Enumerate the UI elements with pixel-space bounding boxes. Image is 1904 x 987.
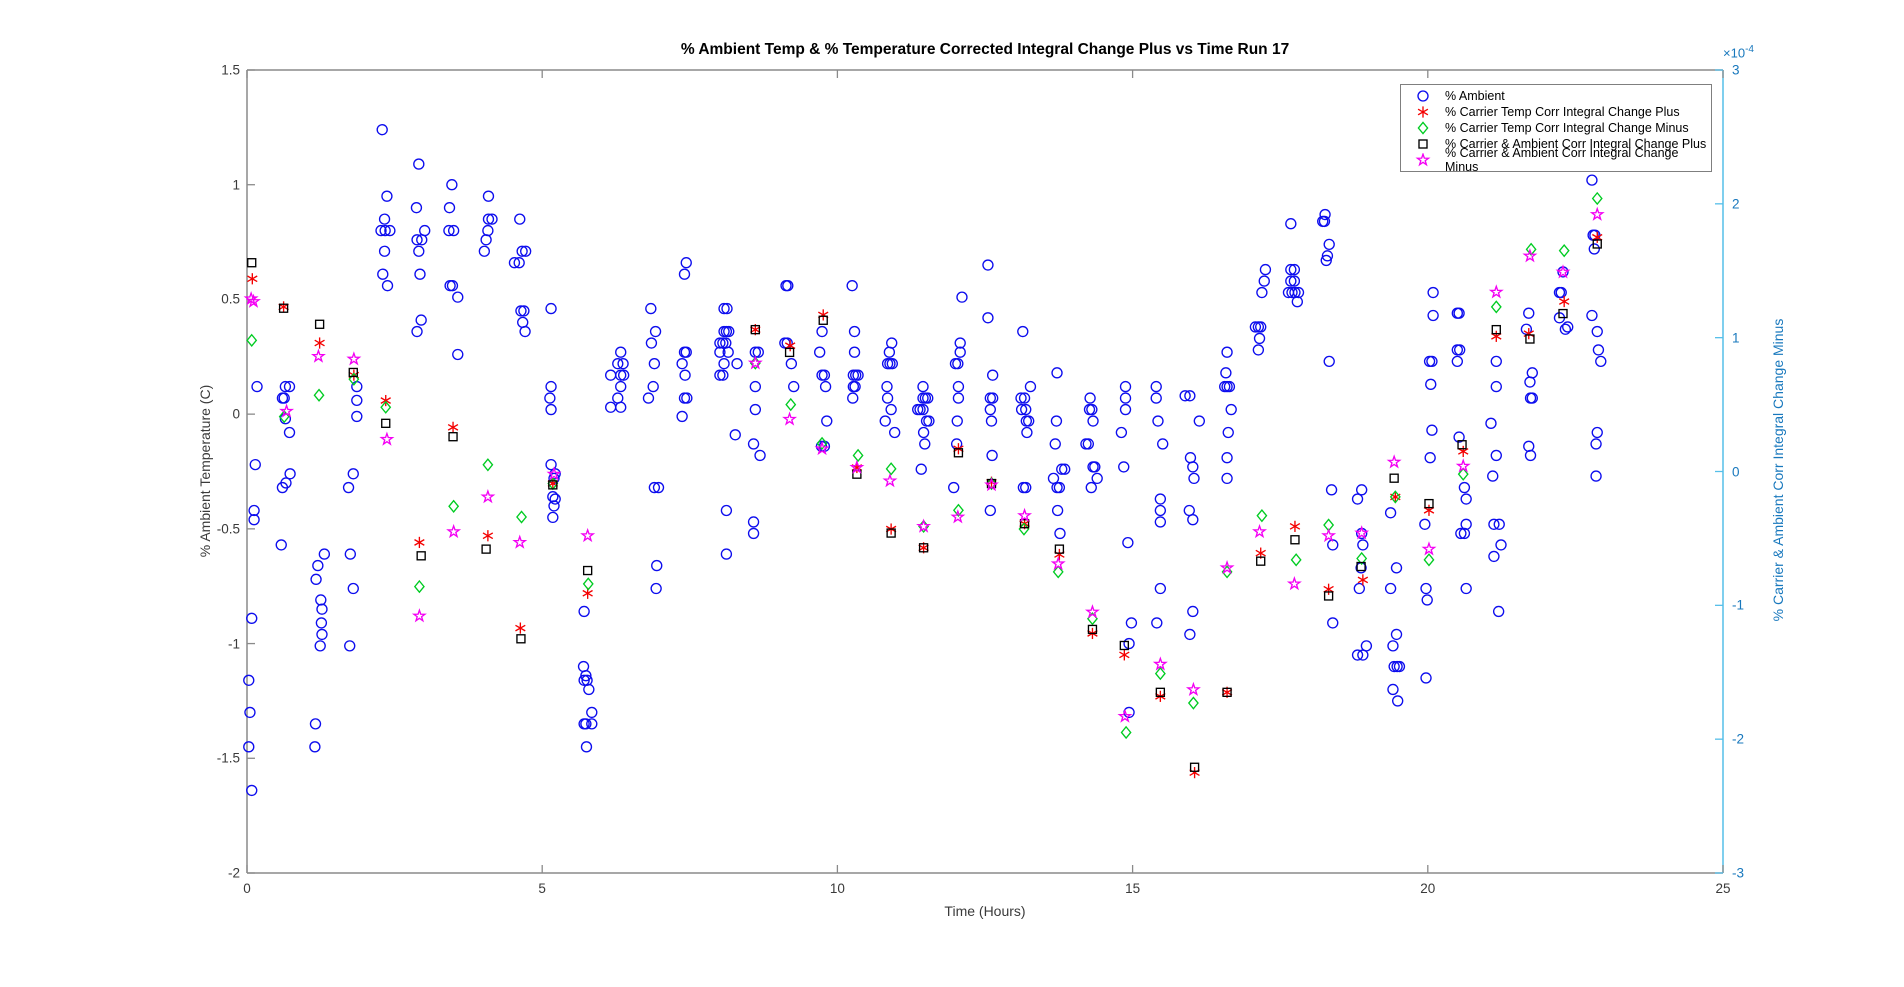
left-y-tick-label: 0 <box>232 406 240 422</box>
right-y-tick-label: 1 <box>1732 330 1740 346</box>
legend-item-ambient: % Ambient <box>1401 89 1711 104</box>
legend-item-carrier-ambient-minus: % Carrier & Ambient Corr Integral Change… <box>1401 146 1711 174</box>
x-tick-label: 25 <box>1715 881 1731 896</box>
x-tick-label: 10 <box>829 881 845 896</box>
right-y-tick-label: -2 <box>1732 731 1745 747</box>
x-tick-label: 5 <box>538 881 546 896</box>
series-square <box>247 239 1602 772</box>
ambient-circle-icon <box>1401 89 1445 103</box>
x-axis-label: Time (Hours) <box>944 903 1026 919</box>
legend-item-carrier-ambient-plus: % Carrier & Ambient Corr Integral Change… <box>1401 137 1711 152</box>
right-y-tick-label: 3 <box>1732 62 1740 78</box>
chart-title: % Ambient Temp & % Temperature Corrected… <box>680 41 1290 58</box>
series-pentagram <box>243 206 1605 723</box>
right-axis-exponent: ×10-4 <box>1723 44 1754 61</box>
right-y-tick-label: -3 <box>1732 865 1745 881</box>
square-icon <box>1401 137 1445 151</box>
left-y-tick-label: -1.5 <box>216 750 240 766</box>
right-y-tick-label: 0 <box>1732 464 1740 479</box>
diamond-icon <box>1401 121 1445 135</box>
right-y-tick-label: -1 <box>1732 597 1745 613</box>
x-tick-label: 0 <box>243 881 251 896</box>
right-y-tick-label: 2 <box>1732 196 1740 212</box>
left-y-tick-label: -2 <box>227 865 240 881</box>
right-y-axis-label: % Carrier & Ambient Corr Integral Change… <box>1770 318 1786 622</box>
left-y-tick-label: 0.5 <box>221 291 240 307</box>
left-y-axis-label: % Ambient Temperature (C) <box>197 384 213 558</box>
legend-item-carrier-temp-plus: % Carrier Temp Corr Integral Change Plus <box>1401 105 1711 120</box>
left-y-tick-label: 1.5 <box>221 62 240 78</box>
legend-box: % Ambient % Carrier Temp Corr Integral C… <box>1400 84 1712 174</box>
left-y-tick-label: 1 <box>232 177 240 193</box>
asterisk-icon <box>1401 105 1445 119</box>
pentagram-icon <box>1401 153 1445 167</box>
x-tick-label: 20 <box>1420 881 1436 896</box>
x-tick-label: 15 <box>1125 881 1141 896</box>
legend-item-carrier-temp-minus: % Carrier Temp Corr Integral Change Minu… <box>1401 121 1711 136</box>
series-circle <box>243 123 1607 797</box>
left-y-tick-label: -1 <box>227 636 240 652</box>
left-y-tick-label: -0.5 <box>216 521 240 537</box>
